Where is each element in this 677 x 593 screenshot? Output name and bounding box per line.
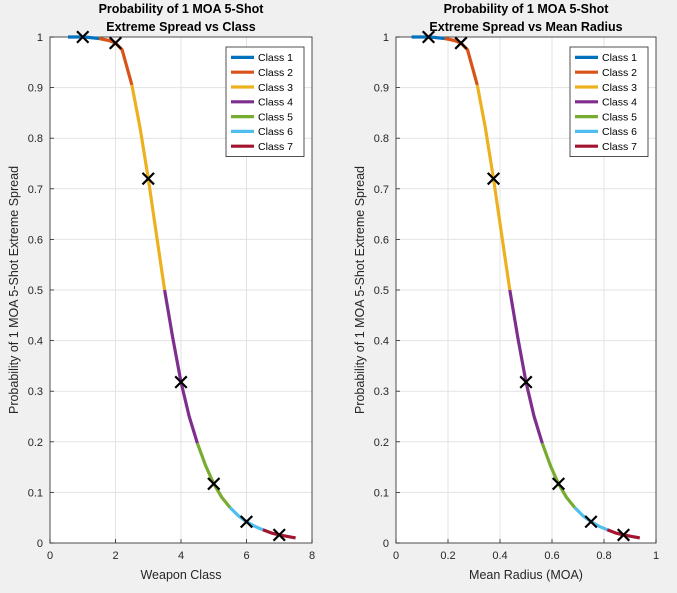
marker-stroke: [207, 477, 221, 491]
marker-stroke: [486, 172, 501, 186]
y-tick-label: 0.1: [28, 487, 43, 499]
y-tick-label: 0.3: [28, 386, 43, 398]
y-tick-label: 0.4: [28, 336, 43, 348]
legend: Class 1 Class 2 Class 3 Class 4 Class 5 Class…: [225, 46, 305, 157]
y-tick-label: 0.3: [374, 386, 389, 398]
x-tick-label: 0.6: [544, 550, 559, 562]
legend-label: Class 4: [602, 97, 637, 109]
chart-mean-radius: 0 0.2 0.4 0.6 0.8 1 0 0.1 0.2 0.3 0.4 0.5 0.6 0.7 0.8 0…: [353, 2, 659, 582]
x-tick-label: 0.4: [492, 550, 507, 562]
marker-stroke: [519, 375, 533, 389]
x-tick-label: 6: [243, 550, 249, 562]
marker-stroke: [421, 30, 436, 44]
y-axis-label: Probability of 1 MOA 5-Shot Extreme Spre…: [7, 166, 21, 414]
legend-label: Class 5: [602, 111, 637, 123]
marker-stroke: [454, 36, 468, 50]
x-tick-label: 0: [393, 550, 399, 562]
y-tick-label: 0: [37, 538, 43, 550]
legend-label: Class 1: [602, 52, 637, 64]
x-tick-label: 8: [309, 550, 315, 562]
legend-label: Class 3: [258, 82, 293, 94]
y-tick-label: 0.7: [28, 184, 43, 196]
chart-title-line: Probability of 1 MOA 5-Shot: [444, 2, 610, 16]
legend-label: Class 2: [258, 67, 293, 79]
legend-label: Class 7: [258, 141, 293, 153]
marker-stroke: [108, 36, 123, 50]
y-tick-label: 1: [383, 32, 389, 44]
x-tick-label: 1: [653, 550, 659, 562]
y-tick-label: 0.9: [28, 83, 43, 95]
legend-label: Class 4: [258, 97, 293, 109]
data-point-marker: [272, 528, 286, 542]
y-tick-label: 0: [383, 538, 389, 550]
y-tick-label: 0.2: [374, 437, 389, 449]
y-tick-label: 0.8: [28, 133, 43, 145]
marker-stroke: [141, 172, 155, 186]
legend-label: Class 6: [258, 126, 293, 138]
marker-stroke: [76, 30, 90, 44]
x-axis-label: Mean Radius (MOA): [469, 568, 583, 582]
data-point-marker: [519, 375, 533, 389]
legend-label: Class 6: [602, 126, 637, 138]
y-tick-label: 0.5: [28, 285, 43, 297]
chart-title-line: Extreme Spread vs Mean Radius: [429, 20, 622, 34]
chart-title-line: Probability of 1 MOA 5-Shot: [99, 2, 265, 16]
y-tick-label: 0.9: [374, 83, 389, 95]
y-tick-label: 0.5: [374, 285, 389, 297]
legend-label: Class 5: [258, 111, 293, 123]
data-point-marker: [141, 172, 155, 186]
legend-label: Class 3: [602, 82, 637, 94]
marker-stroke: [239, 515, 254, 529]
y-tick-label: 0.8: [374, 133, 389, 145]
data-point-marker: [207, 477, 221, 491]
x-tick-label: 0: [47, 550, 53, 562]
chart-title-line: Extreme Spread vs Class: [106, 20, 255, 34]
data-point-marker: [616, 528, 631, 542]
data-point-marker: [421, 30, 436, 44]
y-tick-label: 0.6: [374, 234, 389, 246]
x-tick-label: 0.2: [440, 550, 455, 562]
y-tick-label: 1: [37, 32, 43, 44]
data-point-marker: [76, 30, 90, 44]
data-point-marker: [584, 515, 598, 529]
marker-stroke: [584, 515, 598, 529]
marker-stroke: [616, 528, 631, 542]
marker-stroke: [551, 477, 566, 491]
data-point-marker: [486, 172, 501, 186]
data-point-marker: [551, 477, 566, 491]
y-tick-label: 0.4: [374, 336, 389, 348]
legend-label: Class 7: [602, 141, 637, 153]
x-tick-label: 2: [112, 550, 118, 562]
data-point-marker: [454, 36, 468, 50]
y-tick-label: 0.7: [374, 184, 389, 196]
y-axis-label: Probability of 1 MOA 5-Shot Extreme Spre…: [353, 166, 367, 414]
legend-label: Class 1: [258, 52, 293, 64]
x-tick-label: 4: [178, 550, 184, 562]
y-tick-label: 0.6: [28, 234, 43, 246]
legend: Class 1 Class 2 Class 3 Class 4 Class 5 Class…: [569, 46, 649, 157]
data-point-marker: [174, 375, 188, 389]
x-axis-label: Weapon Class: [140, 568, 221, 582]
data-point-marker: [108, 36, 123, 50]
x-tick-label: 0.8: [596, 550, 611, 562]
marker-stroke: [272, 528, 286, 542]
y-tick-label: 0.1: [374, 487, 389, 499]
chart-class: 0 2 4 6 8 0 0.1 0.2 0.3 0.4 0.5 0.6 0.7 0.8 0.9 1 Weapon…: [7, 2, 315, 582]
marker-stroke: [174, 375, 188, 389]
data-point-marker: [239, 515, 254, 529]
legend-label: Class 2: [602, 67, 637, 79]
y-tick-label: 0.2: [28, 437, 43, 449]
